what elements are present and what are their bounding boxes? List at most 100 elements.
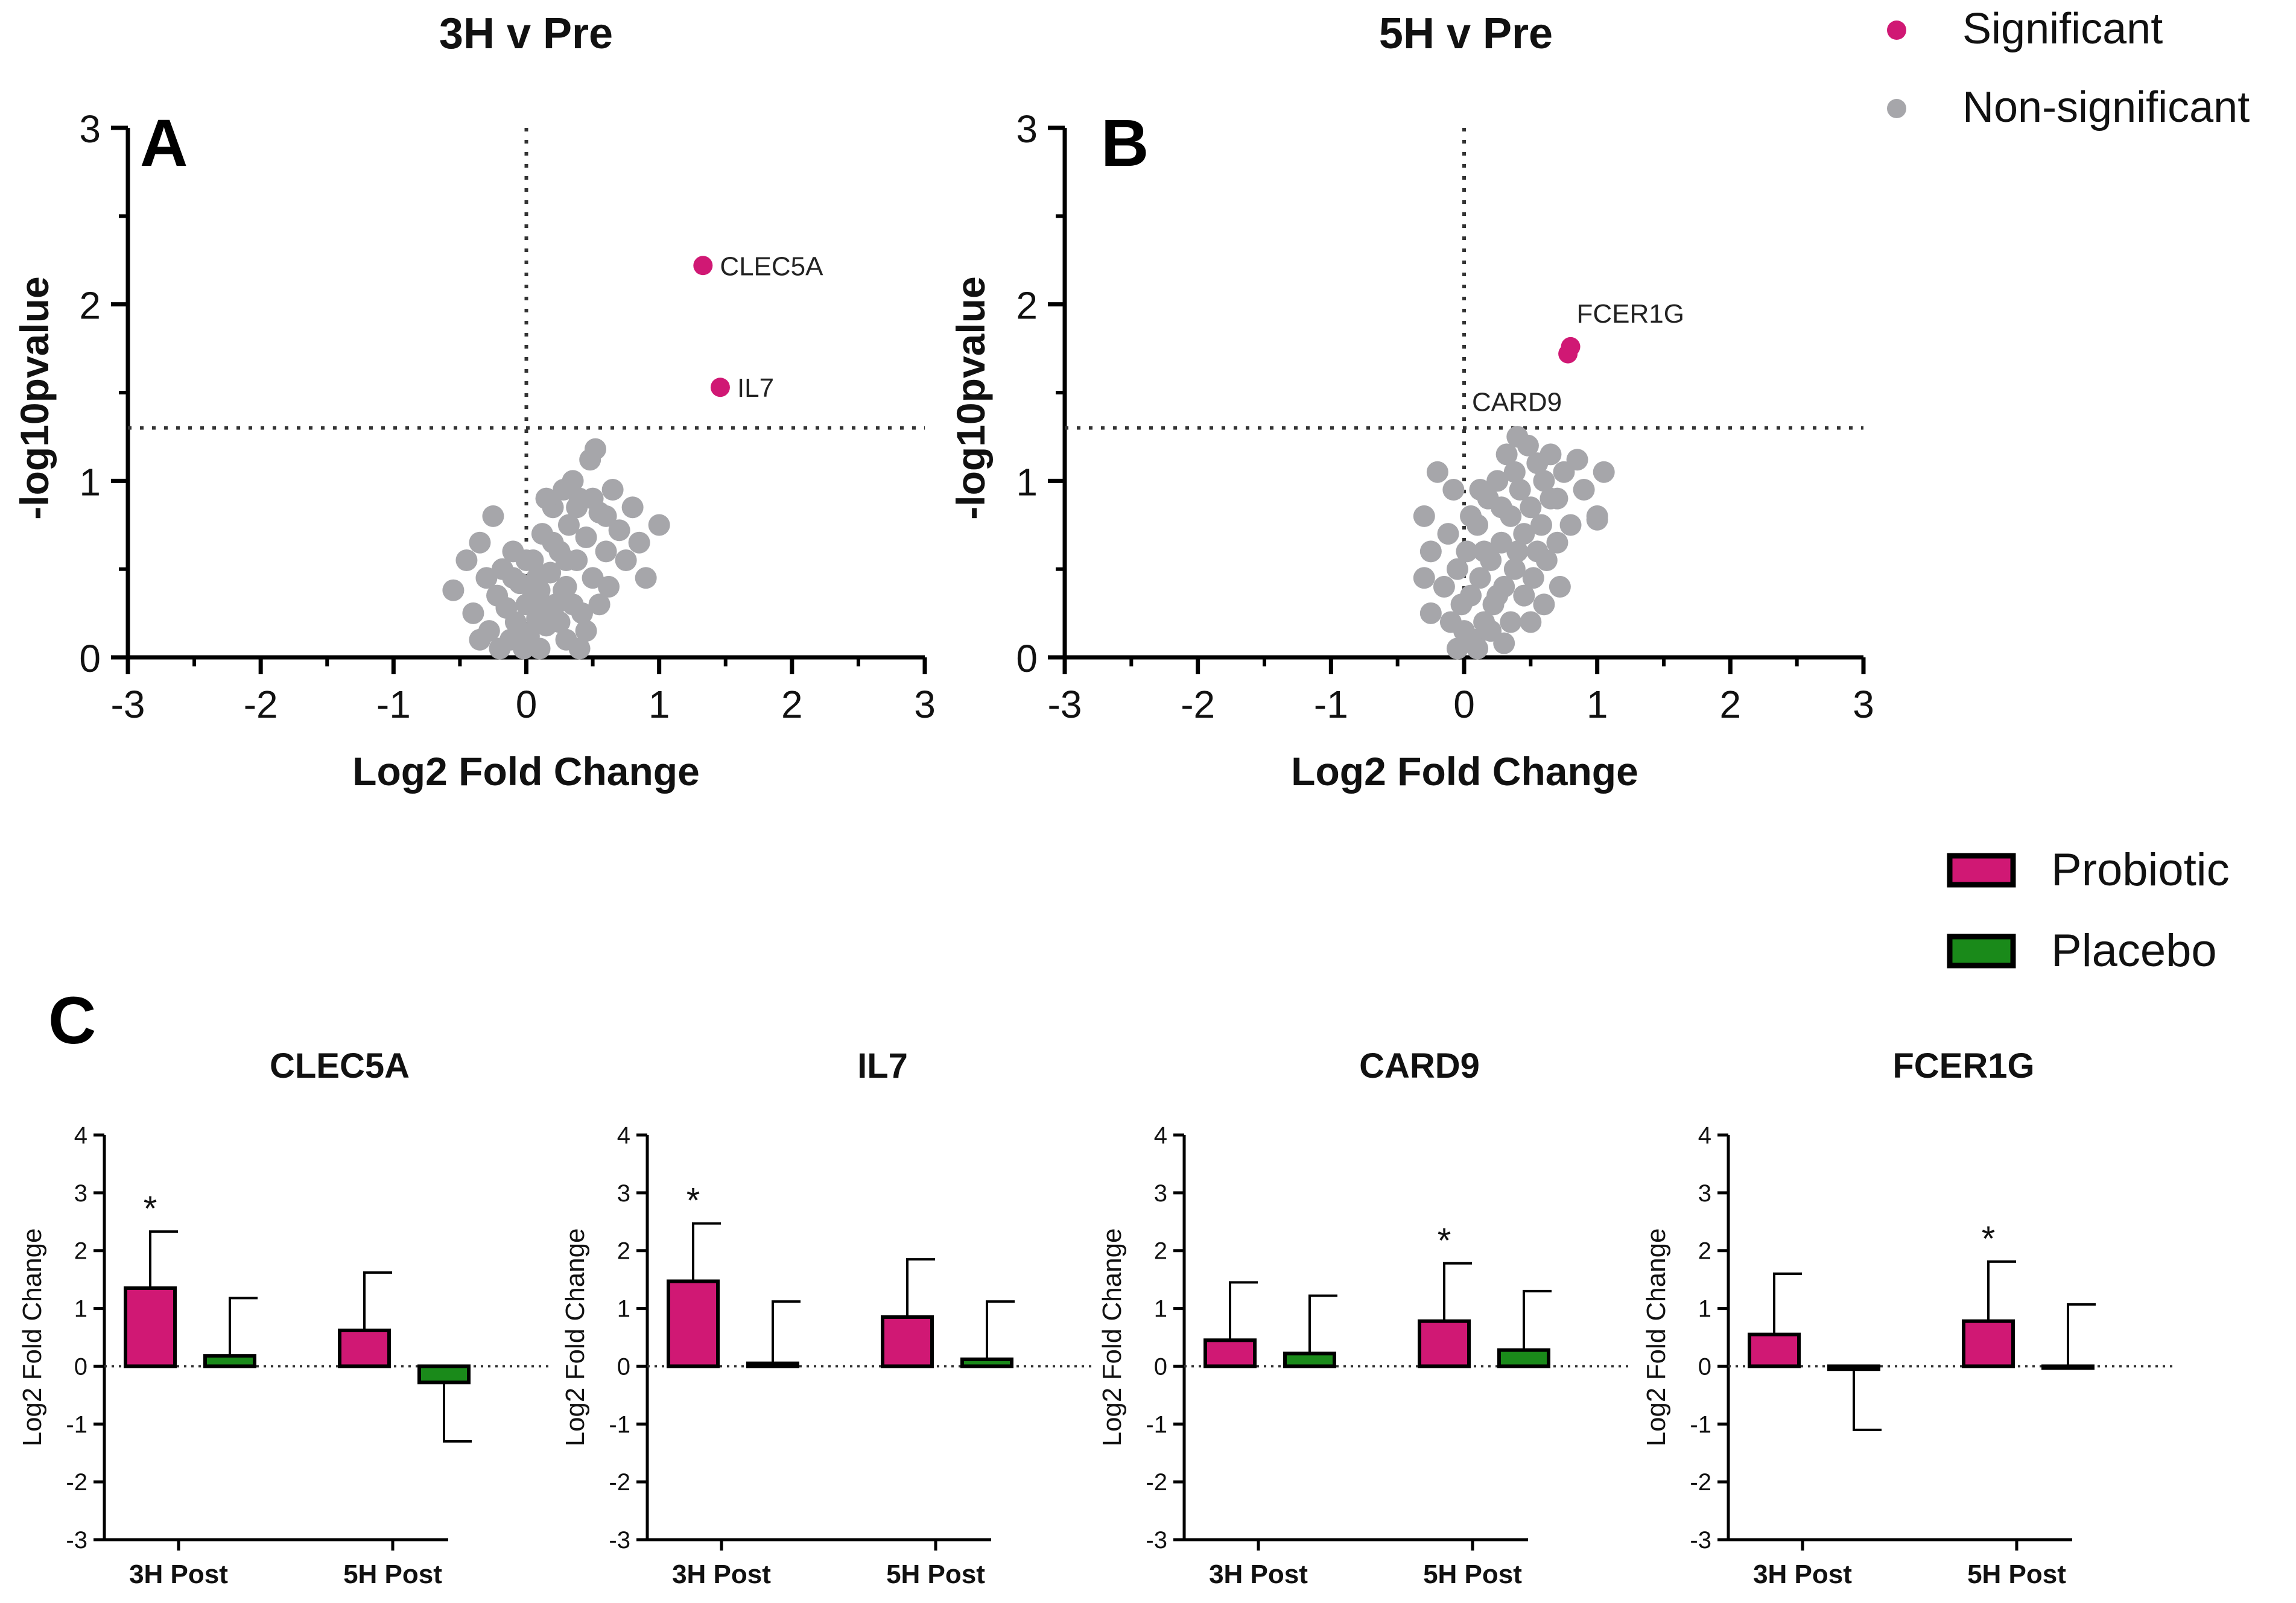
nonsignificant-point xyxy=(1546,531,1568,554)
y-tick-label: 4 xyxy=(74,1122,87,1149)
nonsignificant-point xyxy=(535,487,557,510)
x-tick-label: -1 xyxy=(1314,683,1348,726)
y-tick-label: 3 xyxy=(1016,107,1038,151)
nonsignificant-point xyxy=(566,496,588,519)
nonsignificant-point xyxy=(528,637,551,660)
nonsignificant-point xyxy=(1503,558,1526,580)
legend-nonsignificant-marker xyxy=(1887,99,1906,118)
nonsignificant-point xyxy=(1540,487,1562,510)
y-tick-label: 1 xyxy=(617,1296,630,1323)
nonsignificant-point xyxy=(575,620,597,642)
nonsignificant-point xyxy=(1486,470,1509,492)
nonsignificant-point xyxy=(1460,505,1482,527)
y-tick-label: -1 xyxy=(1690,1411,1711,1438)
x-category-label: 5H Post xyxy=(343,1560,442,1589)
nonsignificant-point xyxy=(1549,575,1571,598)
nonsignificant-point xyxy=(1437,523,1459,545)
nonsignificant-point xyxy=(1426,461,1448,483)
legend-significant-label: Significant xyxy=(1962,5,2163,53)
nonsignificant-point xyxy=(469,531,491,554)
legend-nonsignificant-label: Non-significant xyxy=(1962,83,2250,131)
bar-chart-clec5a: CLEC5A Log2 Fold Change -3 -2 -1 0 1 2 3 4 3H Post… xyxy=(17,1046,551,1589)
x-tick-label: -3 xyxy=(1048,683,1082,726)
nonsignificant-point xyxy=(1513,523,1535,545)
y-tick-label: 1 xyxy=(74,1296,87,1323)
nonsignificant-point xyxy=(1486,584,1509,607)
x-tick-label: 0 xyxy=(516,683,538,726)
nonsignificant-point xyxy=(1513,584,1535,607)
nonsignificant-point xyxy=(598,575,620,598)
nonsignificant-point xyxy=(1520,611,1542,633)
bar xyxy=(667,1279,720,1368)
nonsignificant-point xyxy=(1586,508,1608,531)
y-tick-label: -3 xyxy=(66,1527,87,1554)
bar-chart-ylabel: Log2 Fold Change xyxy=(17,1228,47,1446)
bar xyxy=(338,1328,391,1368)
panel-b-title: 5H v Pre xyxy=(1379,10,1553,58)
bar-chart-title: CARD9 xyxy=(1359,1046,1480,1086)
bar xyxy=(417,1364,471,1385)
panel-c-letter: C xyxy=(48,984,96,1058)
y-tick-label: -2 xyxy=(66,1469,87,1496)
nonsignificant-point xyxy=(1533,593,1555,616)
y-tick-label: 0 xyxy=(1154,1353,1167,1380)
nonsignificant-point xyxy=(1467,637,1489,660)
y-tick-label: 2 xyxy=(79,284,101,327)
nonsignificant-point xyxy=(582,567,604,589)
y-tick-label: 4 xyxy=(1698,1122,1711,1149)
bar-chart-il7: IL7 Log2 Fold Change -3 -2 -1 0 1 2 3 4 3H Post * 5H… xyxy=(560,1046,1094,1589)
nonsignificant-point xyxy=(1469,478,1491,501)
x-category-label: 3H Post xyxy=(129,1560,228,1589)
y-tick-label: 0 xyxy=(74,1353,87,1380)
point-label: CLEC5A xyxy=(720,251,823,281)
volcano-chart-a: 0 1 2 3 -3 -2 -1 0 1 2 3 CLEC5A IL7 xyxy=(79,107,935,726)
nonsignificant-point xyxy=(462,602,484,624)
nonsignificant-point xyxy=(1413,567,1435,589)
bar xyxy=(1418,1319,1471,1368)
volcano-legend: Significant Non-significant xyxy=(1887,5,2250,131)
nonsignificant-point xyxy=(1446,637,1468,660)
nonsignificant-point xyxy=(1460,584,1482,607)
y-tick-label: -3 xyxy=(1690,1527,1711,1554)
nonsignificant-point xyxy=(1413,505,1435,527)
x-tick-label: 2 xyxy=(1720,683,1742,726)
nonsignificant-point xyxy=(542,531,564,554)
nonsignificant-point xyxy=(1500,611,1522,633)
point-label: FCER1G xyxy=(1577,299,1684,329)
nonsignificant-point xyxy=(621,496,644,519)
nonsignificant-point xyxy=(584,438,606,460)
panel-a-title: 3H v Pre xyxy=(439,10,613,58)
volcano-a-ylabel: -log10pvalue xyxy=(12,276,57,519)
y-tick-label: -1 xyxy=(609,1411,630,1438)
nonsignificant-point xyxy=(531,593,553,616)
x-category-label: 5H Post xyxy=(1967,1560,2066,1589)
nonsignificant-point xyxy=(1446,558,1468,580)
significant-point xyxy=(1558,344,1578,364)
significance-asterisk: * xyxy=(1982,1219,1996,1259)
nonsignificant-point xyxy=(1526,540,1549,563)
y-tick-label: 3 xyxy=(617,1180,630,1207)
y-tick-label: 0 xyxy=(1698,1353,1711,1380)
nonsignificant-point xyxy=(509,620,531,642)
nonsignificant-point xyxy=(557,514,580,536)
point-label: IL7 xyxy=(737,373,774,403)
y-tick-label: -1 xyxy=(1146,1411,1167,1438)
nonsignificant-point xyxy=(1419,540,1442,563)
nonsignificant-point xyxy=(1433,575,1455,598)
nonsignificant-point xyxy=(526,567,548,589)
y-tick-label: 3 xyxy=(1154,1180,1167,1207)
nonsignificant-point xyxy=(635,567,657,589)
y-tick-label: 4 xyxy=(617,1122,630,1149)
volcano-b-xlabel: Log2 Fold Change xyxy=(1291,749,1638,794)
nonsignificant-point xyxy=(555,549,577,572)
bar xyxy=(2041,1364,2095,1370)
nonsignificant-point xyxy=(482,505,504,527)
x-category-label: 3H Post xyxy=(1753,1560,1852,1589)
significance-asterisk: * xyxy=(144,1189,157,1228)
nonsignificant-point xyxy=(553,579,575,601)
bar xyxy=(1497,1348,1550,1368)
y-tick-label: 1 xyxy=(1016,460,1038,504)
nonsignificant-point xyxy=(475,567,498,589)
nonsignificant-point xyxy=(1480,620,1502,642)
